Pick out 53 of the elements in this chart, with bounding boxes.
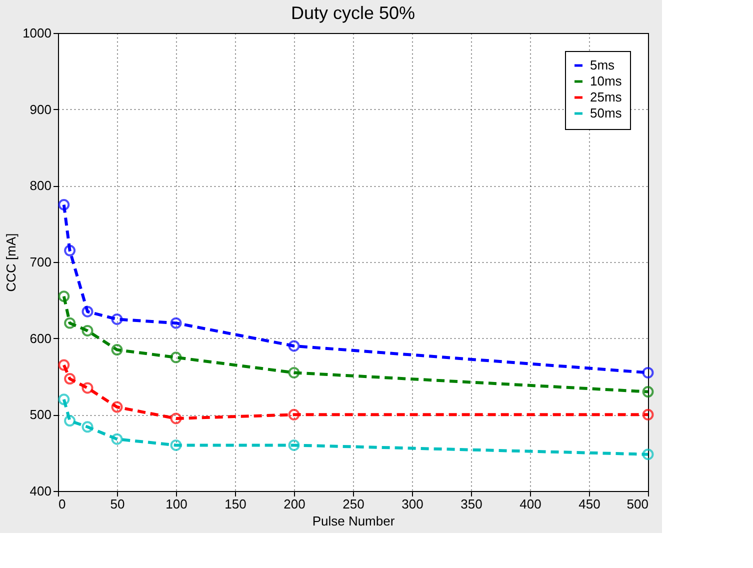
point bbox=[170, 412, 182, 424]
point bbox=[64, 415, 76, 427]
legend-label: 10ms bbox=[590, 74, 622, 88]
point bbox=[288, 340, 300, 352]
point bbox=[64, 317, 76, 329]
y-tick-label: 700 bbox=[30, 254, 52, 270]
point bbox=[58, 359, 70, 371]
point bbox=[82, 382, 94, 394]
x-tick-label: 50 bbox=[110, 496, 125, 512]
point bbox=[111, 401, 123, 413]
point bbox=[82, 324, 94, 336]
x-tick-label: 150 bbox=[224, 496, 246, 512]
point bbox=[111, 344, 123, 356]
x-tick-label: 100 bbox=[166, 496, 188, 512]
point bbox=[111, 433, 123, 445]
x-tick-label: 500 bbox=[626, 496, 648, 512]
y-tick-label: 600 bbox=[30, 330, 52, 346]
point bbox=[170, 439, 182, 451]
x-tick-label: 350 bbox=[460, 496, 482, 512]
point bbox=[642, 386, 654, 398]
x-tick-label: 450 bbox=[578, 496, 600, 512]
point bbox=[111, 314, 123, 325]
point bbox=[288, 366, 300, 378]
point bbox=[58, 290, 70, 302]
point bbox=[170, 352, 182, 364]
point bbox=[642, 408, 654, 420]
point bbox=[642, 366, 654, 378]
point bbox=[288, 439, 300, 451]
point bbox=[642, 448, 654, 460]
y-tick-label: 900 bbox=[30, 102, 52, 117]
point bbox=[170, 317, 182, 329]
point bbox=[64, 244, 76, 256]
point bbox=[82, 421, 94, 433]
point bbox=[58, 199, 70, 210]
y-tick-label: 800 bbox=[30, 178, 52, 194]
x-tick-label: 300 bbox=[402, 496, 424, 512]
point bbox=[82, 306, 94, 318]
x-tick-label: 400 bbox=[520, 496, 542, 512]
y-tick-label: 400 bbox=[30, 484, 52, 498]
y-axis-title: CCC [mA] bbox=[4, 233, 19, 292]
x-tick-label: 200 bbox=[284, 496, 306, 512]
legend-label: 5ms bbox=[590, 58, 616, 72]
x-tick-label: 0 bbox=[58, 496, 66, 512]
chart-title: Duty cycle 50% bbox=[290, 3, 416, 23]
y-tick-label: 1000 bbox=[22, 26, 52, 40]
point bbox=[58, 394, 70, 406]
x-tick-label: 250 bbox=[342, 496, 364, 512]
y-tick-label: 500 bbox=[30, 407, 52, 422]
legend-label: 25ms bbox=[590, 90, 622, 104]
point bbox=[64, 373, 76, 385]
point bbox=[288, 408, 300, 420]
x-axis-title: Pulse Number bbox=[312, 514, 396, 528]
legend-label: 50ms bbox=[590, 106, 622, 120]
